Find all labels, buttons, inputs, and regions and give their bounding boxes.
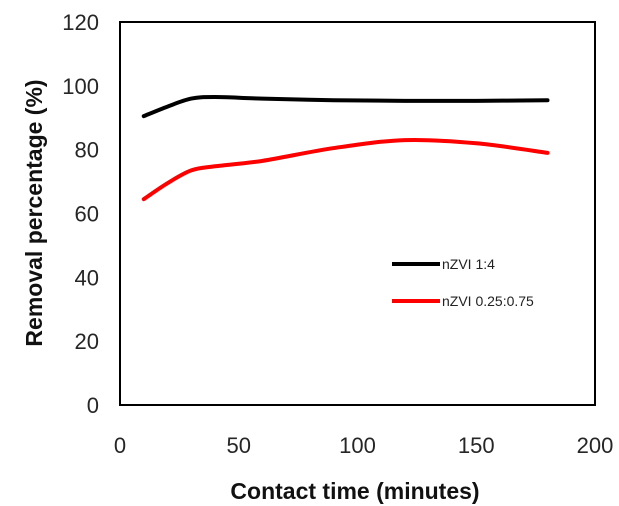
series-layer xyxy=(141,95,550,202)
x-tick-label: 50 xyxy=(227,433,251,458)
legend: nZVI 1:4 nZVI 0.25:0.75 xyxy=(392,256,534,309)
y-axis-title: Removal percentage (%) xyxy=(21,79,47,346)
y-tick-label: 20 xyxy=(75,329,99,354)
x-tick-label: 0 xyxy=(114,433,126,458)
y-tick-label: 120 xyxy=(62,10,99,35)
legend-label-2: nZVI 0.25:0.75 xyxy=(442,293,534,309)
x-tick-label: 150 xyxy=(458,433,495,458)
series-line-1 xyxy=(141,95,550,119)
plot-frame xyxy=(119,21,596,406)
x-tick-label: 200 xyxy=(577,433,614,458)
x-axis-tick-labels: 0 50 100 150 200 xyxy=(114,433,613,458)
x-tick-label: 100 xyxy=(339,433,376,458)
y-tick-label: 80 xyxy=(75,138,99,163)
legend-label-1: nZVI 1:4 xyxy=(442,256,495,272)
y-tick-label: 0 xyxy=(87,393,99,418)
y-tick-label: 60 xyxy=(75,202,99,227)
y-tick-label: 40 xyxy=(75,265,99,290)
series-line-2 xyxy=(141,137,550,202)
y-axis-tick-labels: 0 20 40 60 80 100 120 xyxy=(62,10,99,418)
x-axis-title: Contact time (minutes) xyxy=(230,478,479,504)
y-tick-label: 100 xyxy=(62,74,99,99)
